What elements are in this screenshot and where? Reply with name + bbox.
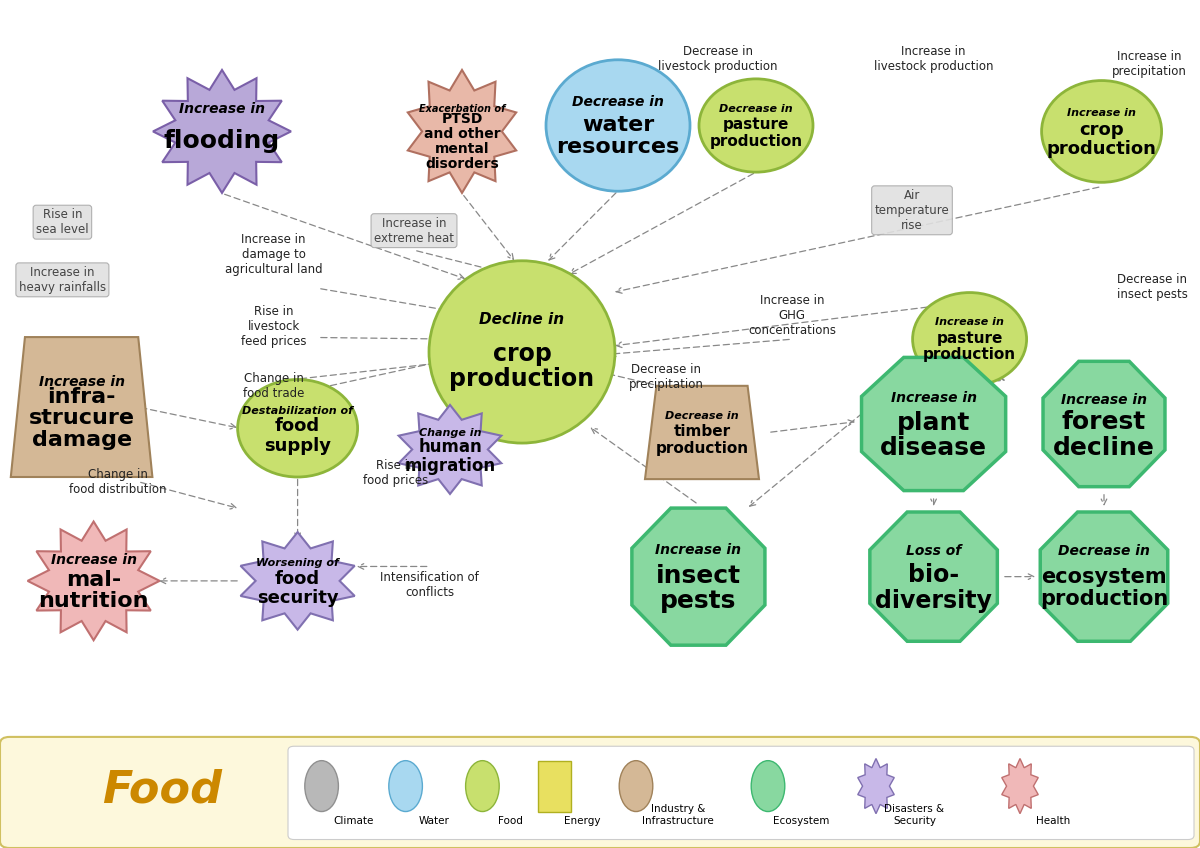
Ellipse shape (466, 761, 499, 812)
Text: Decrease in
insect pests: Decrease in insect pests (1116, 272, 1188, 301)
Text: Increase in: Increase in (179, 103, 265, 116)
Ellipse shape (619, 761, 653, 812)
Text: Increase in: Increase in (38, 375, 125, 389)
Text: ecosystem
production: ecosystem production (1040, 567, 1168, 609)
Text: Increase in
heavy rainfalls: Increase in heavy rainfalls (19, 265, 106, 294)
Text: Loss of: Loss of (906, 544, 961, 559)
Text: Food: Food (498, 816, 522, 826)
Text: forest
decline: forest decline (1054, 410, 1154, 460)
Text: Increase in: Increase in (1067, 109, 1136, 118)
Text: Destabilization of: Destabilization of (242, 405, 353, 416)
Ellipse shape (305, 761, 338, 812)
Text: crop
production: crop production (450, 342, 594, 392)
Text: Increase in
damage to
agricultural land: Increase in damage to agricultural land (224, 233, 323, 276)
Text: crop
production: crop production (1046, 121, 1157, 159)
Text: Ecosystem: Ecosystem (774, 816, 829, 826)
Text: timber
production: timber production (655, 424, 749, 455)
Polygon shape (154, 70, 292, 193)
Text: Disasters &
Security: Disasters & Security (884, 805, 944, 826)
Text: Increase in
extreme heat: Increase in extreme heat (374, 216, 454, 245)
Text: Increase in
precipitation: Increase in precipitation (1112, 49, 1187, 78)
Text: Decrease in: Decrease in (572, 95, 664, 109)
Text: Change in
food trade: Change in food trade (242, 371, 305, 400)
Text: Intensification of
conflicts: Intensification of conflicts (380, 571, 479, 600)
Polygon shape (1043, 361, 1165, 487)
Text: food
supply: food supply (264, 417, 331, 455)
Polygon shape (408, 70, 516, 193)
Text: Industry &
Infrastructure: Industry & Infrastructure (642, 805, 714, 826)
Text: human
migration: human migration (404, 438, 496, 475)
Text: Climate: Climate (334, 816, 374, 826)
Text: mal-
nutrition: mal- nutrition (38, 570, 149, 611)
Text: Rise in
sea level: Rise in sea level (36, 208, 89, 237)
FancyBboxPatch shape (288, 746, 1194, 840)
Polygon shape (646, 386, 758, 479)
Text: Decrease in: Decrease in (665, 410, 739, 421)
Text: bio-
diversity: bio- diversity (875, 563, 992, 613)
Polygon shape (1040, 512, 1168, 641)
FancyBboxPatch shape (0, 737, 1200, 848)
Text: insect
pests: insect pests (656, 564, 740, 613)
Text: Health: Health (1037, 816, 1070, 826)
Text: Rise in
food prices: Rise in food prices (364, 459, 428, 488)
Text: pasture
production: pasture production (709, 117, 803, 148)
Polygon shape (11, 337, 152, 477)
Text: PTSD
and other
mental
disorders: PTSD and other mental disorders (424, 112, 500, 171)
Polygon shape (398, 405, 502, 494)
Text: Decrease in
livestock production: Decrease in livestock production (658, 45, 778, 74)
Text: Water: Water (419, 816, 450, 826)
Ellipse shape (698, 79, 814, 172)
Polygon shape (28, 522, 160, 640)
Text: Increase in: Increase in (890, 391, 977, 405)
Text: Worsening of: Worsening of (256, 558, 340, 568)
Text: Energy: Energy (564, 816, 600, 826)
Text: Decline in: Decline in (480, 311, 564, 326)
Ellipse shape (1042, 81, 1162, 182)
Polygon shape (632, 508, 764, 645)
Text: Decrease in
precipitation: Decrease in precipitation (629, 363, 703, 392)
Polygon shape (240, 533, 355, 629)
FancyBboxPatch shape (538, 761, 571, 812)
Text: Increase in: Increase in (655, 543, 742, 557)
Ellipse shape (430, 261, 616, 444)
Ellipse shape (238, 380, 358, 477)
Text: Food: Food (102, 769, 222, 812)
Text: Rise in
livestock
feed prices: Rise in livestock feed prices (241, 305, 306, 348)
Polygon shape (862, 357, 1006, 491)
Text: Increase in: Increase in (935, 317, 1004, 327)
Ellipse shape (546, 59, 690, 192)
Text: Increase in: Increase in (1061, 393, 1147, 406)
Text: Change in: Change in (419, 428, 481, 438)
Text: plant
disease: plant disease (880, 410, 988, 460)
Polygon shape (870, 512, 997, 641)
Polygon shape (1002, 758, 1038, 814)
Polygon shape (858, 758, 894, 814)
Text: Decrease in: Decrease in (1058, 544, 1150, 559)
Text: Increase in
livestock production: Increase in livestock production (874, 45, 994, 74)
Text: food
security: food security (257, 570, 338, 607)
Text: infra-
strucure
damage: infra- strucure damage (29, 387, 134, 449)
Text: Decrease in: Decrease in (719, 103, 793, 114)
Ellipse shape (751, 761, 785, 812)
Text: Increase in
GHG
concentrations: Increase in GHG concentrations (748, 294, 836, 337)
Text: Change in
food distribution: Change in food distribution (68, 467, 167, 496)
Text: pasture
production: pasture production (923, 331, 1016, 362)
Text: water
resources: water resources (557, 115, 679, 157)
Ellipse shape (913, 293, 1026, 386)
Text: Increase in: Increase in (50, 553, 137, 566)
Text: Air
temperature
rise: Air temperature rise (875, 189, 949, 232)
Ellipse shape (389, 761, 422, 812)
Text: Exacerbation of: Exacerbation of (419, 104, 505, 114)
Text: flooding: flooding (164, 129, 280, 153)
